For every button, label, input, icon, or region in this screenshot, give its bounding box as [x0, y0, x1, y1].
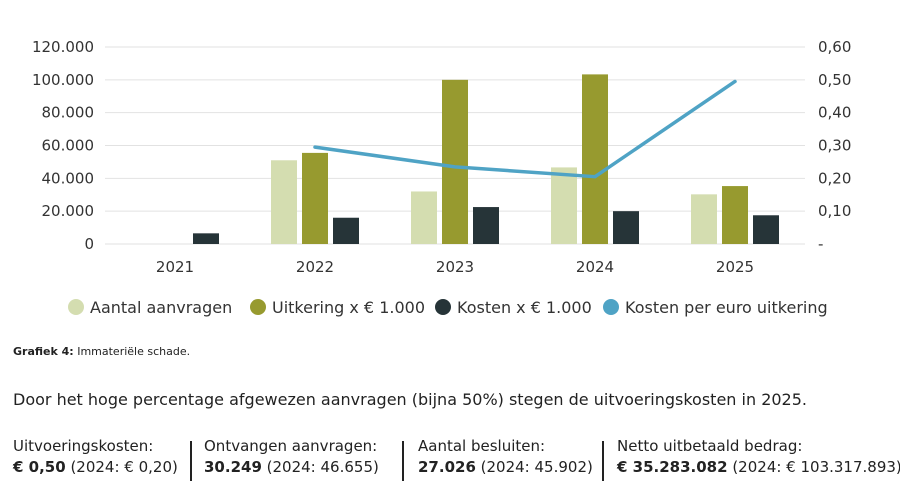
bar — [473, 207, 499, 244]
stat-note: (2024: € 0,20) — [65, 458, 178, 476]
y-left-tick-label: 80.000 — [42, 104, 95, 122]
stat-ontvangen-aanvragen: Ontvangen aanvragen: 30.249 (2024: 46.65… — [204, 436, 379, 478]
x-tick-label: 2025 — [716, 258, 754, 276]
stat-note: (2024: 45.902) — [475, 458, 593, 476]
chart-caption: Grafiek 4: Immateriële schade. — [13, 345, 190, 358]
bar — [582, 74, 608, 244]
legend-label: Kosten x € 1.000 — [457, 298, 592, 317]
y-left-tick-label: 0 — [84, 235, 94, 253]
caption-bold: Grafiek 4: — [13, 345, 74, 358]
bar — [302, 152, 328, 244]
stat-value-line: 27.026 (2024: 45.902) — [418, 457, 593, 478]
stat-uitvoeringskosten: Uitvoeringskosten: € 0,50 (2024: € 0,20) — [13, 436, 178, 478]
legend-label: Aantal aanvragen — [90, 298, 232, 317]
x-tick-label: 2022 — [296, 258, 334, 276]
legend-label: Uitkering x € 1.000 — [272, 298, 425, 317]
bar — [551, 167, 577, 244]
y-right-tick-label: 0,10 — [818, 202, 851, 220]
line-series — [313, 79, 737, 179]
y-left-tick-label: 100.000 — [32, 71, 94, 89]
chart: 0 20.000 40.000 60.000 80.000 100.000 120.000 -… — [32, 38, 851, 317]
stat-value-line: € 0,50 (2024: € 0,20) — [13, 457, 178, 478]
x-tick-label: 2023 — [436, 258, 474, 276]
y-right-tick-label: 0,60 — [818, 38, 851, 56]
stat-note: (2024: € 103.317.893) — [727, 458, 900, 476]
bar — [722, 186, 748, 244]
legend-label: Kosten per euro uitkering — [625, 298, 828, 317]
legend-marker — [603, 299, 619, 315]
stat-note: (2024: 46.655) — [261, 458, 379, 476]
y-left-tick-label: 120.000 — [32, 38, 94, 56]
legend-marker — [68, 299, 84, 315]
bar — [442, 79, 468, 244]
stats-bar: Uitvoeringskosten: € 0,50 (2024: € 0,20)… — [0, 436, 900, 486]
stat-value: 27.026 — [418, 458, 476, 476]
y-left-tick-label: 40.000 — [42, 169, 95, 187]
stat-label: Uitvoeringskosten: — [13, 437, 154, 455]
y-left-tick-label: 20.000 — [42, 202, 95, 220]
bar — [333, 217, 359, 244]
stat-value-line: € 35.283.082 (2024: € 103.317.893) — [617, 457, 900, 478]
legend-marker — [250, 299, 266, 315]
legend-marker — [435, 299, 451, 315]
stat-separator — [602, 441, 604, 481]
bar — [411, 191, 437, 244]
bar — [613, 211, 639, 244]
bar — [193, 233, 219, 244]
bar — [271, 160, 297, 244]
stat-netto-uitbetaald: Netto uitbetaald bedrag: € 35.283.082 (2… — [617, 436, 900, 478]
stat-value: 30.249 — [204, 458, 262, 476]
summary-sentence: Door het hoge percentage afgewezen aanvr… — [13, 390, 807, 409]
y-left-tick-label: 60.000 — [42, 137, 95, 155]
stat-label: Netto uitbetaald bedrag: — [617, 437, 803, 455]
bar — [753, 215, 779, 244]
x-tick-label: 2021 — [156, 258, 194, 276]
stat-label: Ontvangen aanvragen: — [204, 437, 378, 455]
stat-separator — [402, 441, 404, 481]
stat-separator — [190, 441, 192, 481]
y-right-tick-label: 0,20 — [818, 169, 851, 187]
y-right-tick-label: 0,50 — [818, 71, 851, 89]
y-right-tick-label: - — [818, 235, 823, 253]
stat-label: Aantal besluiten: — [418, 437, 546, 455]
stat-aantal-besluiten: Aantal besluiten: 27.026 (2024: 45.902) — [418, 436, 593, 478]
stat-value: € 35.283.082 — [617, 458, 728, 476]
stat-value-line: 30.249 (2024: 46.655) — [204, 457, 379, 478]
stat-value: € 0,50 — [13, 458, 66, 476]
caption-text: Immateriële schade. — [73, 345, 191, 358]
x-tick-label: 2024 — [576, 258, 614, 276]
y-right-tick-label: 0,30 — [818, 137, 851, 155]
y-right-tick-label: 0,40 — [818, 104, 851, 122]
bar — [691, 194, 717, 244]
